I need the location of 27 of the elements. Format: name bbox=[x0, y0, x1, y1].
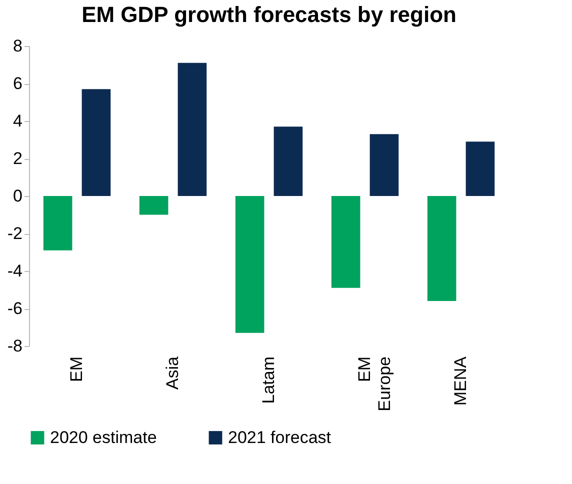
x-tick-label: MENA bbox=[451, 356, 470, 406]
y-tick-label: -8 bbox=[7, 336, 22, 356]
chart-title: EM GDP growth forecasts by region bbox=[82, 2, 456, 27]
bar bbox=[235, 196, 264, 333]
bar bbox=[82, 89, 111, 196]
bar bbox=[466, 142, 495, 196]
bar bbox=[274, 126, 303, 196]
bar bbox=[370, 134, 399, 196]
y-tick-label: -6 bbox=[7, 299, 22, 318]
y-tick-label: 0 bbox=[13, 186, 22, 206]
y-tick-label: 8 bbox=[13, 36, 22, 56]
y-tick-label: 2 bbox=[13, 149, 22, 168]
legend-label: 2021 forecast bbox=[228, 428, 332, 447]
y-tick-label: -2 bbox=[7, 224, 22, 243]
x-tick-label: EM bbox=[67, 356, 86, 382]
bar bbox=[427, 196, 456, 301]
y-tick-label: 6 bbox=[13, 74, 22, 93]
legend-label: 2020 estimate bbox=[50, 428, 157, 447]
y-tick-label: -4 bbox=[7, 262, 22, 280]
bar bbox=[43, 196, 72, 250]
bar bbox=[139, 196, 168, 215]
bar bbox=[178, 62, 207, 196]
x-tick-label: EM Europe bbox=[355, 356, 394, 412]
y-tick-label: 4 bbox=[13, 112, 22, 130]
x-tick-label: Asia bbox=[163, 356, 182, 390]
x-tick-label: Latam bbox=[259, 356, 278, 404]
bar bbox=[331, 196, 360, 288]
